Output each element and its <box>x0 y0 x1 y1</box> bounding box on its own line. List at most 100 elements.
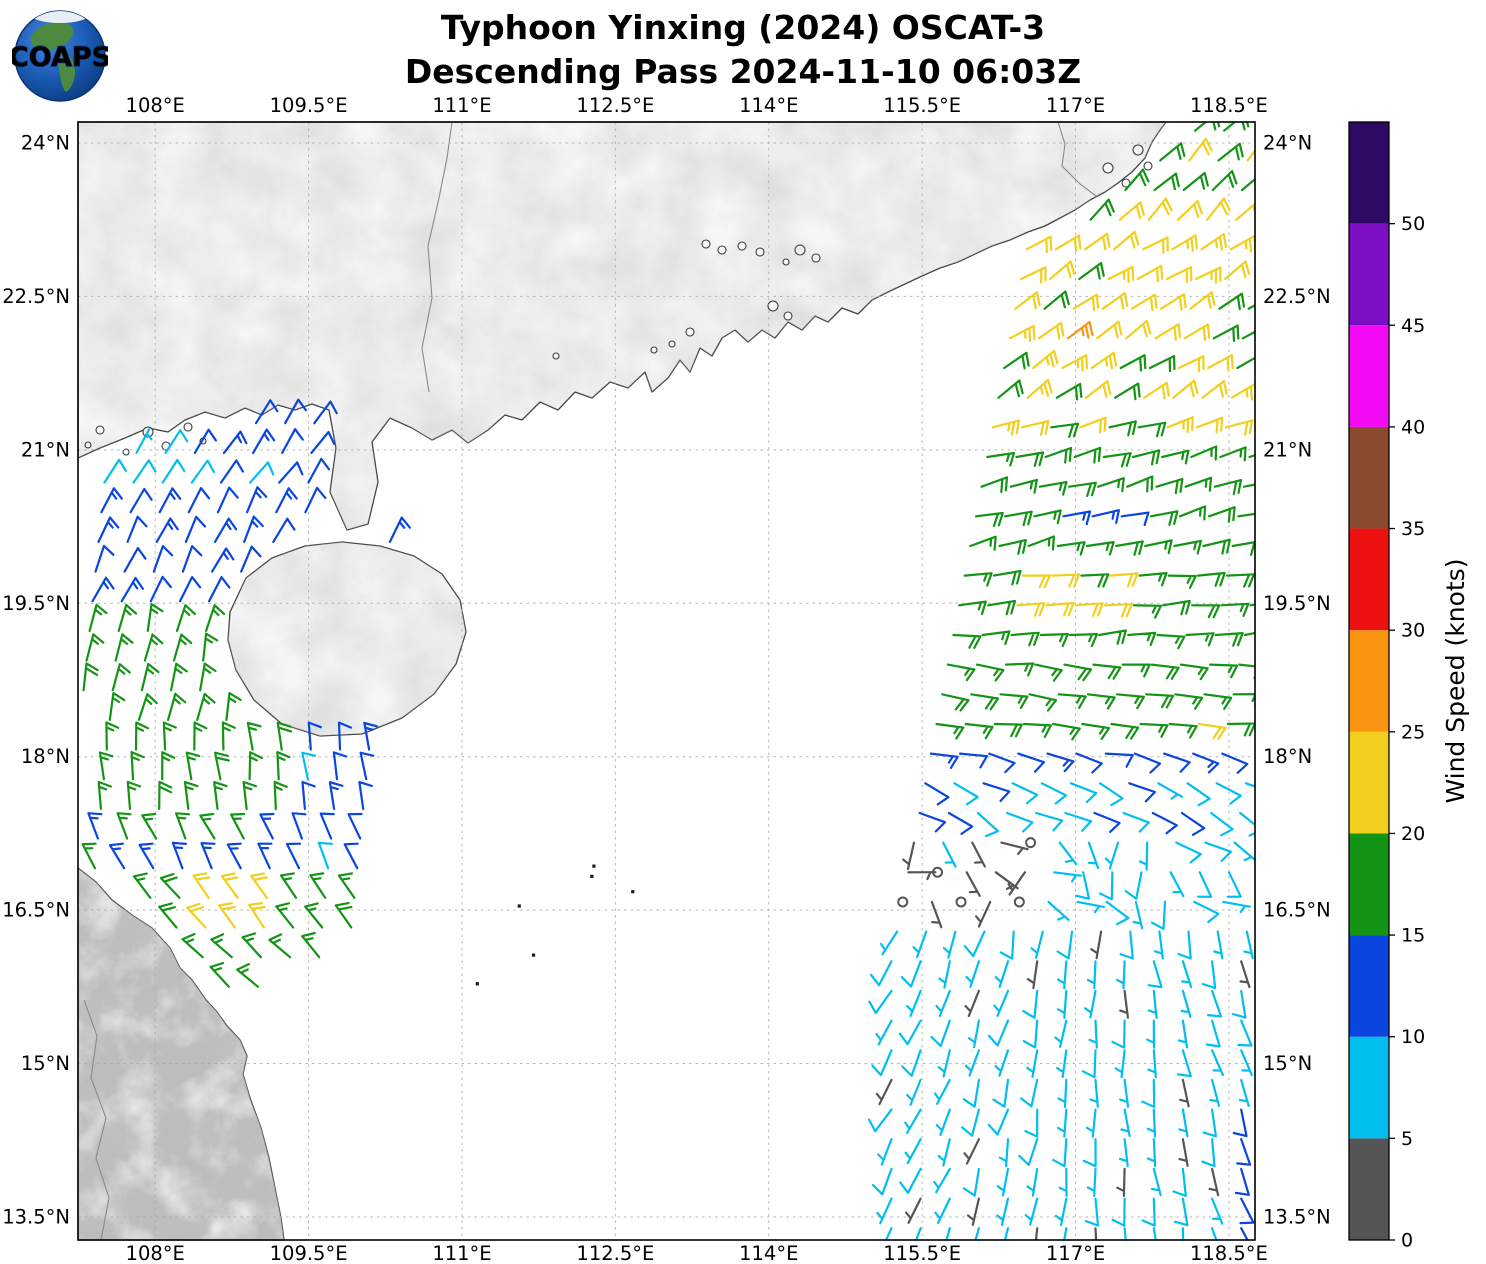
wind-barb <box>1050 422 1080 438</box>
wind-barb <box>1240 177 1255 192</box>
wind-barb <box>1120 511 1150 527</box>
wind-barb <box>243 515 264 543</box>
wind-barb <box>1008 324 1036 343</box>
wind-barb <box>1173 539 1202 555</box>
wind-barb <box>1180 989 1192 1018</box>
wind-barb <box>997 379 1024 399</box>
wind-barb <box>268 933 292 959</box>
wind-barb <box>1194 266 1222 284</box>
lat-tick-label-right: 24°N <box>1263 131 1312 154</box>
wind-barb <box>284 398 307 425</box>
colorbar-tick-label: 25 <box>1401 721 1425 743</box>
wind-barb <box>1176 1049 1192 1078</box>
wind-barb <box>915 1227 922 1240</box>
wind-barb <box>993 989 1010 1017</box>
lon-tick-label-top: 112.5°E <box>576 94 654 117</box>
wind-barb <box>1224 419 1254 436</box>
wind-barb <box>974 1227 980 1240</box>
wind-barb <box>123 547 147 573</box>
wind-barb <box>167 692 187 721</box>
lat-tick-label-left: 21°N <box>21 438 70 461</box>
wind-barb <box>929 752 959 769</box>
wind-barb <box>155 517 179 543</box>
colorbar-segment <box>1349 122 1389 224</box>
wind-barb <box>937 1138 951 1167</box>
wind-barb <box>1118 1138 1129 1168</box>
wind-barb <box>1068 481 1097 497</box>
wind-barb <box>1240 1049 1253 1077</box>
wind-barb <box>942 930 957 959</box>
wind-barbs-layer <box>81 122 1255 1240</box>
wind-barb <box>310 430 336 454</box>
wind-barb <box>938 960 951 989</box>
globe-continents <box>30 11 90 92</box>
wind-barb <box>1058 1167 1068 1197</box>
wind-barb <box>1084 380 1112 399</box>
wind-barb <box>304 486 327 514</box>
wind-barb <box>343 842 359 870</box>
wind-barb <box>140 662 160 692</box>
wind-barb <box>1063 1227 1068 1240</box>
islet <box>783 311 793 321</box>
wind-barb <box>899 1167 922 1194</box>
wind-barb <box>1102 452 1132 468</box>
wind-barb <box>1022 722 1052 738</box>
wind-barb <box>1132 900 1144 930</box>
wind-barb <box>1033 509 1062 525</box>
wind-barb <box>1034 1227 1039 1240</box>
wind-barb <box>871 1049 893 1077</box>
wind-barb <box>1020 1078 1039 1108</box>
island-dot <box>592 864 596 868</box>
coaps-globe: COAPS <box>12 10 108 102</box>
wind-barb <box>1067 320 1094 340</box>
wind-barb <box>1084 1197 1100 1227</box>
wind-barb <box>1229 235 1255 253</box>
lat-tick-label-left: 15°N <box>21 1052 70 1075</box>
wind-barb <box>146 603 164 632</box>
wind-barb <box>1075 752 1103 774</box>
wind-barb <box>1055 382 1083 401</box>
wind-barb <box>225 692 242 721</box>
wind-barb <box>209 961 230 988</box>
wind-barb <box>880 930 899 956</box>
wind-barb <box>947 811 974 835</box>
wind-barb <box>1239 960 1251 989</box>
wind-barb <box>222 430 248 454</box>
wind-barb <box>1159 142 1186 162</box>
wind-barb <box>1045 601 1075 617</box>
islet <box>668 340 676 348</box>
wind-barb <box>1146 1019 1156 1049</box>
wind-barb <box>1086 960 1097 990</box>
wind-barb <box>279 872 298 899</box>
islet <box>811 253 821 263</box>
wind-barb <box>999 930 1015 960</box>
wind-barb <box>1208 1167 1220 1197</box>
logo-text: COAPS <box>12 42 108 73</box>
colorbar-segment <box>1349 426 1389 529</box>
wind-barb <box>1096 320 1123 340</box>
wind-barb <box>1224 260 1251 281</box>
wind-barb <box>963 930 986 958</box>
admin-borders-layer <box>83 121 1097 1241</box>
wind-barb <box>161 458 186 484</box>
wind-barb <box>1169 871 1185 898</box>
wind-barb <box>1232 693 1255 708</box>
wind-barb <box>1222 900 1251 914</box>
wind-barb <box>1239 1197 1255 1225</box>
wind-barb <box>963 1138 980 1165</box>
wind-barb <box>291 812 307 840</box>
colorbar-segment <box>1349 1138 1389 1240</box>
colorbar-segment <box>1349 1036 1389 1139</box>
wind-barb <box>257 842 273 870</box>
wind-barb <box>213 781 228 810</box>
wind-barb <box>1064 811 1093 832</box>
wind-barb <box>1148 355 1176 373</box>
wind-barb <box>162 721 177 751</box>
wind-barb <box>930 1019 951 1048</box>
calm-wind-circle <box>1013 896 1025 908</box>
wind-barb <box>1156 633 1186 650</box>
colorbar-tick-label: 50 <box>1401 213 1425 235</box>
wind-barb <box>1238 1078 1250 1107</box>
wind-barb <box>1081 1049 1097 1079</box>
islet <box>701 239 711 249</box>
